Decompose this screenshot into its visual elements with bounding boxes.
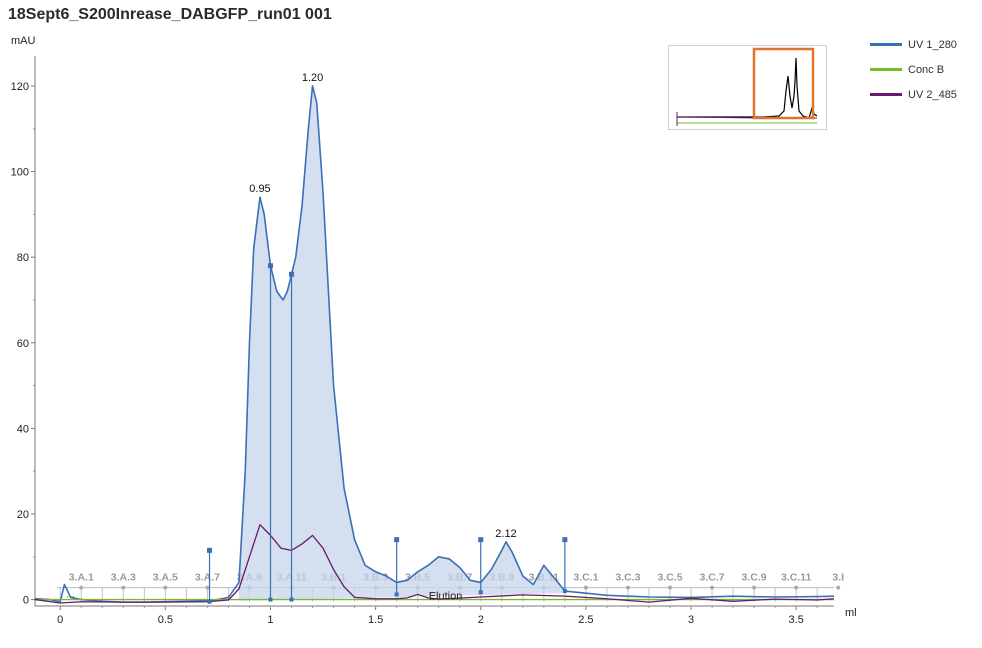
legend-swatch-uv1 — [870, 43, 902, 46]
fraction-label: 3.C.9 — [742, 572, 767, 584]
legend-item-uv2[interactable]: UV 2_485 — [870, 82, 957, 107]
integration-base-marker — [394, 592, 399, 597]
legend-item-concb[interactable]: Conc B — [870, 57, 957, 82]
x-tick-label: 3 — [688, 614, 694, 626]
legend-label-concb: Conc B — [908, 63, 945, 76]
fraction-label: 3.C.3 — [615, 572, 640, 584]
y-tick-label: 0 — [23, 595, 29, 607]
y-axis-label: mAU — [11, 35, 36, 47]
integration-base-marker — [268, 597, 273, 602]
fraction-dot — [625, 585, 630, 590]
x-tick-label: 0 — [57, 614, 63, 626]
legend-label-uv2: UV 2_485 — [908, 88, 957, 101]
y-tick-label: 80 — [17, 252, 29, 264]
fraction-dot — [667, 585, 672, 590]
fraction-label: 3.A.3 — [111, 572, 136, 584]
fraction-label: 3.I — [832, 572, 844, 584]
fraction-label: 3.C.11 — [781, 572, 812, 584]
fraction-label: 3.C.7 — [699, 572, 724, 584]
peak-area-fill — [238, 85, 565, 601]
y-tick-label: 20 — [17, 509, 29, 521]
event-label: Elution — [429, 591, 463, 603]
integration-bound-marker — [394, 537, 400, 543]
fraction-dot — [121, 585, 126, 590]
series-line-uv2 — [34, 524, 835, 604]
legend-item-uv1[interactable]: UV 1_280 — [870, 32, 957, 57]
overview-uv1-line — [677, 57, 818, 119]
x-tick-label: 2.5 — [578, 614, 593, 626]
y-tick-label: 120 — [11, 81, 29, 93]
integration-bound-marker — [267, 263, 273, 269]
integration-bound-marker — [478, 537, 484, 543]
fraction-label: 3.A.1 — [69, 572, 94, 584]
fraction-label: 3.C.1 — [573, 572, 598, 584]
fraction-label: 3.C.5 — [657, 572, 682, 584]
peak-label: 0.95 — [249, 183, 270, 195]
fraction-dot — [794, 585, 799, 590]
overview-zoom-window[interactable] — [752, 47, 815, 120]
fraction-dot — [710, 585, 715, 590]
peak-label: 1.20 — [302, 72, 323, 84]
y-tick-label: 40 — [17, 423, 29, 435]
fraction-dot — [752, 585, 757, 590]
x-tick-label: 1 — [267, 614, 273, 626]
fraction-label: 3.A.5 — [153, 572, 178, 584]
legend-swatch-uv2 — [870, 93, 902, 96]
integration-base-marker — [478, 590, 483, 595]
fraction-dot — [163, 585, 168, 590]
x-tick-label: 2 — [478, 614, 484, 626]
overview-minimap[interactable] — [668, 45, 827, 130]
integration-bound-marker — [207, 547, 213, 553]
y-tick-label: 60 — [17, 338, 29, 350]
integration-base-marker — [289, 597, 294, 602]
y-tick-label: 100 — [11, 167, 29, 179]
x-tick-label: 1.5 — [368, 614, 383, 626]
fraction-dot — [205, 585, 210, 590]
series-line-uv1 — [34, 85, 835, 603]
legend: UV 1_280 Conc B UV 2_485 — [870, 32, 957, 107]
overview-svg — [676, 47, 818, 126]
x-tick-label: 0.5 — [158, 614, 173, 626]
chart-title: 18Sept6_S200Inrease_DABGFP_run01 001 — [8, 6, 332, 23]
legend-label-uv1: UV 1_280 — [908, 38, 957, 51]
fraction-dot — [583, 585, 588, 590]
x-axis-label: ml — [845, 607, 857, 619]
integration-bound-marker — [289, 271, 295, 277]
integration-bound-marker — [562, 537, 568, 543]
legend-swatch-concb — [870, 68, 902, 71]
event-marker: ... — [66, 590, 74, 601]
x-tick-label: 3.5 — [789, 614, 804, 626]
fraction-dot — [836, 585, 841, 590]
integration-base-marker — [562, 589, 567, 594]
integration-base-marker — [207, 599, 212, 604]
peak-label: 2.12 — [495, 528, 516, 540]
fraction-label: 3.A.7 — [195, 572, 220, 584]
fraction-dot — [79, 585, 84, 590]
